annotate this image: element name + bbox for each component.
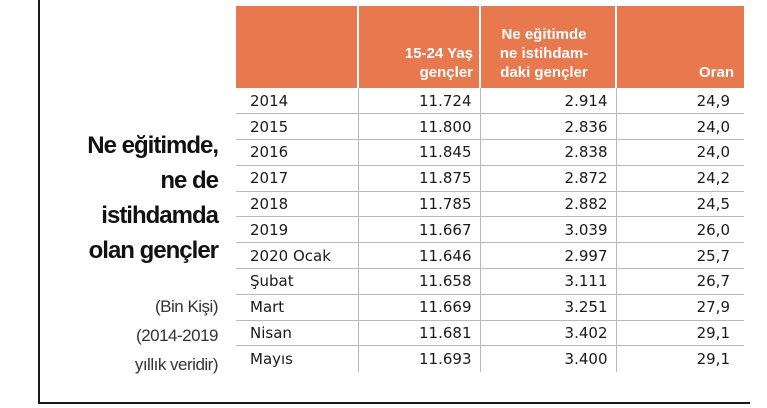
header-line: daki gençler bbox=[500, 64, 588, 81]
cell-rate: 24,0 bbox=[616, 139, 744, 166]
header-line: 15-24 Yaş bbox=[404, 45, 473, 62]
cell-rate: 26,0 bbox=[616, 216, 744, 244]
cell-youth: 11.800 bbox=[358, 113, 481, 141]
cell-period: 2015 bbox=[236, 113, 359, 141]
cell-youth: 11.658 bbox=[358, 268, 481, 295]
cell-youth: 11.875 bbox=[358, 165, 481, 192]
cell-youth: 11.724 bbox=[358, 88, 481, 115]
table-row: 2019 11.667 3.039 26,0 bbox=[236, 216, 744, 244]
cell-rate: 29,1 bbox=[616, 320, 744, 347]
cell-period: Mart bbox=[236, 294, 359, 321]
table-row: 2020 Ocak 11.646 2.997 25,7 bbox=[236, 242, 744, 270]
table-row: Mart 11.669 3.251 27,9 bbox=[236, 294, 744, 321]
table-row: 2018 11.785 2.882 24,5 bbox=[236, 191, 744, 218]
cell-period: 2018 bbox=[236, 191, 359, 218]
cell-period: Nisan bbox=[236, 320, 359, 347]
title-line: istihdamda bbox=[101, 202, 219, 229]
cell-period: 2017 bbox=[236, 165, 359, 192]
infographic-title: Ne eğitimde, ne de istihdamda olan gençl… bbox=[40, 128, 219, 268]
cell-youth: 11.681 bbox=[358, 320, 481, 347]
cell-youth: 11.667 bbox=[358, 216, 481, 244]
cell-neet: 3.039 bbox=[480, 216, 617, 244]
title-line: olan gençler bbox=[88, 237, 219, 264]
cell-rate: 24,2 bbox=[616, 165, 744, 192]
subtitle-line: (Bin Kişi) bbox=[154, 297, 219, 316]
cell-period: Şubat bbox=[236, 268, 359, 295]
cell-youth: 11.669 bbox=[358, 294, 481, 321]
cell-rate: 29,1 bbox=[696, 350, 730, 369]
header-line: Oran bbox=[698, 64, 734, 81]
cell-rate: 27,9 bbox=[616, 294, 744, 321]
neet-table: 15-24 Yaş gençler Ne eğitimde ne istihda… bbox=[236, 6, 744, 372]
header-neet: Ne eğitimde ne istihdam- daki gençler bbox=[480, 6, 617, 88]
subtitle-line: yıllık veridir) bbox=[134, 355, 219, 374]
header-period bbox=[236, 6, 359, 88]
table-row: 2015 11.800 2.836 24,0 bbox=[236, 113, 744, 141]
cell-neet: 2.914 bbox=[480, 88, 617, 115]
cell-youth: 11.646 bbox=[358, 242, 481, 270]
table-row: 2017 11.875 2.872 24,2 bbox=[236, 165, 744, 192]
cell-period: 2016 bbox=[236, 139, 359, 166]
cell-rate: 24,0 bbox=[616, 113, 744, 141]
infographic-subtitle: (Bin Kişi) (2014-2019 yıllık veridir) bbox=[40, 292, 219, 379]
cell-period: 2019 bbox=[236, 216, 359, 244]
table-body: 2014 11.724 2.914 24,9 2015 11.800 2.836 24,0 20… bbox=[236, 88, 744, 372]
cell-neet: 2.838 bbox=[480, 139, 617, 166]
cell-neet: 3.251 bbox=[480, 294, 617, 321]
cell-rate: 25,7 bbox=[616, 242, 744, 270]
cell-period: Mayıs bbox=[236, 345, 359, 372]
header-line: ne istihdam- bbox=[499, 45, 589, 62]
table-row: 2014 11.724 2.914 24,9 bbox=[236, 88, 744, 115]
cell-youth: 11.785 bbox=[358, 191, 481, 218]
header-youth: 15-24 Yaş gençler bbox=[358, 6, 481, 88]
cell-rate: 24,5 bbox=[616, 191, 744, 218]
header-line: Ne eğitimde bbox=[501, 26, 587, 43]
table-row: Nisan 11.681 3.402 29,1 bbox=[236, 320, 744, 347]
cell-youth: 11.845 bbox=[358, 139, 481, 166]
table-row: Mayıs 11.693 3.400 29,1 bbox=[236, 345, 744, 372]
cell-neet: 2.836 bbox=[480, 113, 617, 141]
table-row: Şubat 11.658 3.111 26,7 bbox=[236, 268, 744, 295]
cell-period: 2014 bbox=[236, 88, 359, 115]
cell-period: 2020 Ocak bbox=[236, 242, 359, 270]
cell-rate: 26,7 bbox=[616, 268, 744, 295]
cell-neet: 2.872 bbox=[480, 165, 617, 192]
header-row: 15-24 Yaş gençler Ne eğitimde ne istihda… bbox=[236, 6, 744, 88]
cell-neet: 3.400 bbox=[480, 345, 617, 372]
table-header: 15-24 Yaş gençler Ne eğitimde ne istihda… bbox=[236, 6, 744, 88]
cell-neet: 3.402 bbox=[480, 320, 617, 347]
header-line: gençler bbox=[419, 64, 473, 81]
title-line: Ne eğitimde, bbox=[87, 132, 219, 159]
cell-neet: 2.882 bbox=[480, 191, 617, 218]
cell-youth: 11.693 bbox=[358, 345, 481, 372]
cell-neet: 2.997 bbox=[480, 242, 617, 270]
subtitle-line: (2014-2019 bbox=[136, 326, 218, 345]
cell-rate: 24,9 bbox=[616, 88, 744, 115]
title-line: ne de bbox=[160, 167, 219, 194]
cell-neet: 3.111 bbox=[480, 268, 617, 295]
table-row: 2016 11.845 2.838 24,0 bbox=[236, 139, 744, 166]
header-rate: Oran bbox=[616, 6, 744, 88]
